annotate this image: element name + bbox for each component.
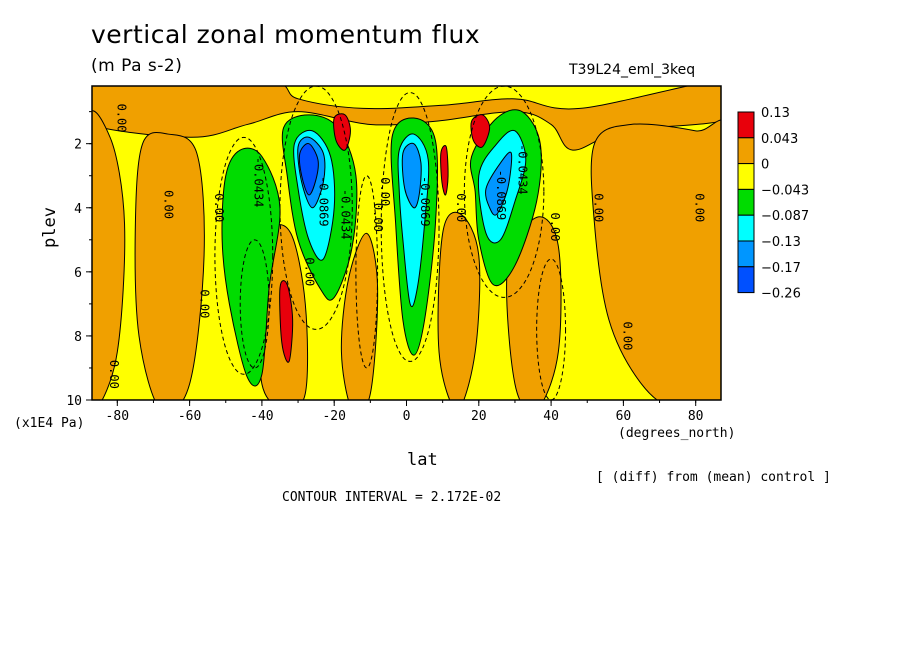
legend-level: −0.043 [761, 183, 809, 198]
contour-label: 0.00 [454, 193, 468, 222]
x-tick-label: 60 [616, 409, 632, 424]
legend-level: 0.043 [761, 132, 798, 147]
legend-level: −0.087 [761, 209, 809, 224]
x-tick-label: 0 [403, 409, 411, 424]
axes: -80 -60 -40 -20 0 20 40 60 80 2 4 6 8 10 [66, 111, 704, 424]
contour-label: -0.0434 [252, 157, 266, 208]
contour-label: 0.00 [302, 257, 316, 286]
y-tick-label: 2 [74, 138, 82, 153]
positive-max-20N [470, 114, 491, 148]
contour-label: -0.0869 [418, 176, 432, 227]
legend-level: 0 [761, 158, 769, 173]
x-axis-label: lat [407, 450, 438, 470]
legend-swatch [737, 266, 755, 294]
contour-label: 0.00 [693, 193, 707, 222]
very-strong-negative-equator [401, 142, 422, 209]
positive-region-east [590, 119, 721, 400]
negative-contour-line [239, 239, 270, 369]
negative-contour-line [380, 92, 440, 362]
contour-label: 0.00 [371, 203, 385, 232]
chart-title: vertical zonal momentum flux [91, 20, 481, 49]
contour-label: 0.00 [620, 321, 634, 350]
x-tick-label: -60 [178, 409, 201, 424]
contour-label: -0.0434 [338, 189, 352, 240]
x-tick-label: -20 [322, 409, 345, 424]
contour-label: 0.00 [107, 360, 121, 389]
contour-label: 0.00 [212, 193, 226, 222]
legend-level: −0.13 [761, 235, 801, 250]
negative-region-45S [221, 147, 281, 387]
legend-swatch [737, 188, 755, 216]
negative-contour-line [463, 86, 545, 298]
positive-max-33S [279, 280, 294, 363]
contour-label: 0.00 [378, 177, 392, 206]
diff-note: [ (diff) from (mean) control ] [596, 470, 831, 485]
contour-label: 0.00 [197, 289, 211, 318]
contour-label: 0.00 [548, 213, 562, 242]
chart-units: (m Pa s-2) [91, 56, 183, 76]
contour-label: -0.0434 [516, 144, 530, 195]
legend-swatch [737, 137, 755, 165]
legend-swatch [737, 240, 755, 268]
y-tick-label: 6 [74, 266, 82, 281]
legend-level: 0.13 [761, 106, 790, 121]
contour-label: -0.0869 [317, 176, 331, 227]
negative-contour-line [214, 136, 274, 375]
positive-region-15N [437, 211, 481, 400]
color-legend: 0.13 0.043 0 −0.043 −0.087 −0.13 −0.17 −0.26 [737, 106, 809, 302]
positive-max-10N [440, 144, 449, 196]
x-tick-label: 80 [688, 409, 704, 424]
positive-region-15S [340, 232, 379, 400]
x-tick-label: 20 [471, 409, 487, 424]
legend-swatch [737, 163, 755, 190]
x-tick-label: -80 [106, 409, 129, 424]
negative-contour-line [279, 86, 353, 330]
y-tick-label: 8 [74, 330, 82, 345]
legend-swatch [737, 111, 755, 139]
legend-level: −0.26 [761, 287, 801, 302]
contour-label: 0.00 [161, 190, 175, 219]
positive-region-35N [506, 216, 562, 400]
y-axis-label: plev [40, 207, 60, 248]
contour-interval: CONTOUR INTERVAL = 2.172E-02 [282, 490, 502, 505]
max-negative-25S [298, 143, 319, 196]
run-name: T39L24_eml_3keq [569, 62, 696, 78]
negative-contour-line [536, 258, 567, 400]
positive-region-left-edge [92, 110, 126, 400]
x-tick-label: -40 [250, 409, 273, 424]
positive-region-west [134, 131, 205, 400]
contour-label: -0.0869 [494, 170, 508, 221]
contour-label: 0.00 [114, 104, 128, 133]
legend-level: −0.17 [761, 261, 801, 276]
x-axis-unit: (degrees_north) [618, 426, 736, 441]
legend-swatch [737, 214, 755, 242]
contour-label: 0.00 [591, 193, 605, 222]
very-strong-negative-25N [485, 151, 513, 216]
y-tick-label: 4 [74, 202, 82, 217]
negative-contour-line [355, 175, 379, 369]
y-tick-label: 10 [66, 394, 82, 409]
x-tick-label: 40 [543, 409, 559, 424]
y-axis-unit: (x1E4 Pa) [14, 416, 85, 431]
